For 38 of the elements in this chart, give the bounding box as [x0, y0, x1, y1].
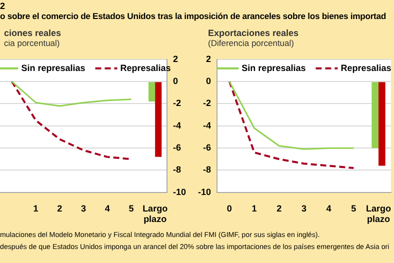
y2-tick-label: -2: [172, 98, 182, 108]
x-tick-label: 4: [104, 203, 110, 214]
y2-tick-label: -4: [172, 120, 182, 130]
x-tick-label: Largo plazo: [366, 203, 392, 224]
x-tick-label: 5: [128, 203, 134, 214]
text: o sobre el comercio de Estados Unidos tras la imposición de aranceles sobre los bienes importad: [0, 11, 386, 21]
x-tick-label: 1: [252, 203, 257, 214]
x-tick-label: 2: [276, 203, 282, 214]
chart-subtitle: cia porcentual): [3, 38, 61, 48]
x-tick-label: 1: [33, 203, 38, 214]
y-tick-label: -10: [198, 186, 212, 197]
x-tick-label: 2: [57, 203, 62, 214]
chart-title: ciones reales: [3, 28, 62, 38]
y2-tick-label: -10: [172, 186, 186, 197]
x-tick-label: 0: [226, 203, 232, 214]
y-tick-label: -6: [202, 142, 212, 153]
y2-tick-label: 2: [172, 54, 178, 64]
y-tick-label: 0: [206, 76, 212, 86]
chart-subtitle: (Diferencia porcentual): [207, 38, 295, 48]
legend-label: Sin represalias: [21, 62, 86, 73]
legend-label: Represalias: [340, 62, 392, 73]
y-tick-label: -2: [202, 98, 212, 108]
x-tick-label: 5: [351, 203, 356, 214]
x-tick-label: 3: [80, 203, 86, 214]
text: 2: [0, 1, 6, 11]
y2-tick-label: 0: [172, 76, 178, 86]
x-tick-label: Largo plazo: [142, 203, 168, 224]
y-tick-label: -4: [202, 120, 212, 130]
x-tick-label: 3: [301, 203, 306, 214]
y-tick-label: -8: [202, 164, 212, 175]
legend-label: Sin represalias: [242, 62, 306, 73]
y2-tick-label: -8: [172, 164, 182, 175]
chart-title: Exportaciones reales: [207, 28, 300, 38]
y2-tick-label: -6: [172, 142, 182, 153]
x-tick-label: 4: [326, 203, 332, 214]
line-series: [228, 80, 355, 170]
y-tick-label: 2: [206, 54, 212, 64]
legend-label: Represalias: [120, 62, 171, 73]
